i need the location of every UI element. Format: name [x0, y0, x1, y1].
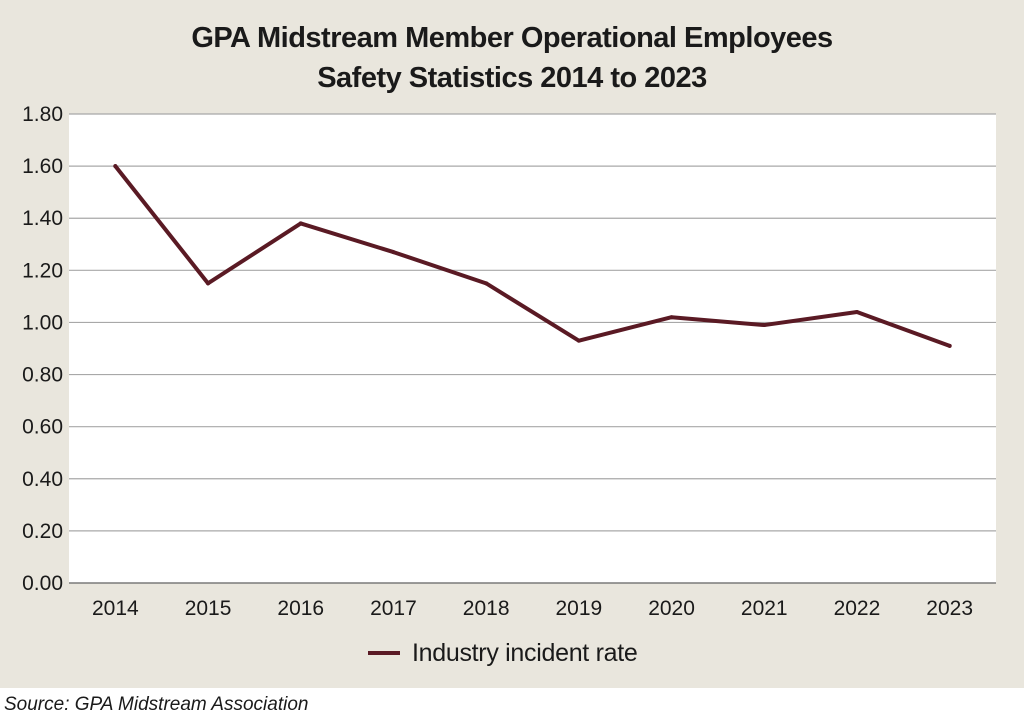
y-tick-label: 1.20 — [22, 259, 63, 282]
data-point — [391, 250, 396, 255]
data-point — [762, 323, 767, 328]
y-tick-label: 0.00 — [22, 572, 63, 595]
x-tick-label: 2022 — [834, 597, 881, 620]
x-tick-label: 2023 — [926, 597, 973, 620]
y-tick-label: 1.40 — [22, 207, 63, 230]
data-point — [206, 281, 211, 286]
y-tick-label: 1.80 — [22, 103, 63, 126]
y-tick-label: 1.60 — [22, 155, 63, 178]
data-point — [947, 343, 952, 348]
data-point — [669, 315, 674, 320]
y-tick-label: 0.40 — [22, 468, 63, 491]
x-tick-label: 2015 — [185, 597, 232, 620]
data-point — [854, 310, 859, 315]
chart-subtitle: Safety Statistics 2014 to 2023 — [317, 62, 707, 94]
x-tick-label: 2014 — [92, 597, 139, 620]
source-note: Source: GPA Midstream Association — [4, 694, 309, 715]
chart-figure: GPA Midstream Member Operational Employe… — [0, 0, 1024, 688]
chart-title-block: GPA Midstream Member Operational Employe… — [0, 18, 1024, 98]
line-chart: 0.00 0.20 0.40 0.60 0.80 1.00 1.20 1.40 1.60 1.80… — [22, 103, 996, 620]
y-tick-label: 0.80 — [22, 364, 63, 387]
y-axis-ticks: 0.00 0.20 0.40 0.60 0.80 1.00 1.20 1.40 1.60 1.80 — [22, 103, 63, 595]
series-line — [113, 164, 952, 348]
legend-label: Industry incident rate — [412, 638, 638, 667]
data-point — [484, 281, 489, 286]
x-tick-label: 2017 — [370, 597, 417, 620]
x-tick-label: 2020 — [648, 597, 695, 620]
y-tick-label: 0.60 — [22, 416, 63, 439]
y-tick-label: 1.00 — [22, 311, 63, 334]
y-tick-label: 0.20 — [22, 520, 63, 543]
plot-area — [69, 114, 996, 583]
x-axis-ticks: 2014 2015 2016 2017 2018 2019 2020 2021 2022 2023 — [92, 597, 973, 620]
series-layer — [113, 164, 952, 348]
data-point — [298, 221, 303, 226]
data-point — [113, 164, 118, 169]
gridlines — [69, 113, 996, 584]
x-tick-label: 2021 — [741, 597, 788, 620]
x-tick-label: 2019 — [555, 597, 602, 620]
x-tick-label: 2016 — [277, 597, 324, 620]
x-tick-label: 2018 — [463, 597, 510, 620]
legend: Industry incident rate — [368, 638, 638, 668]
chart-title: GPA Midstream Member Operational Employe… — [191, 22, 833, 54]
data-point — [576, 338, 581, 343]
legend-swatch — [368, 651, 400, 655]
